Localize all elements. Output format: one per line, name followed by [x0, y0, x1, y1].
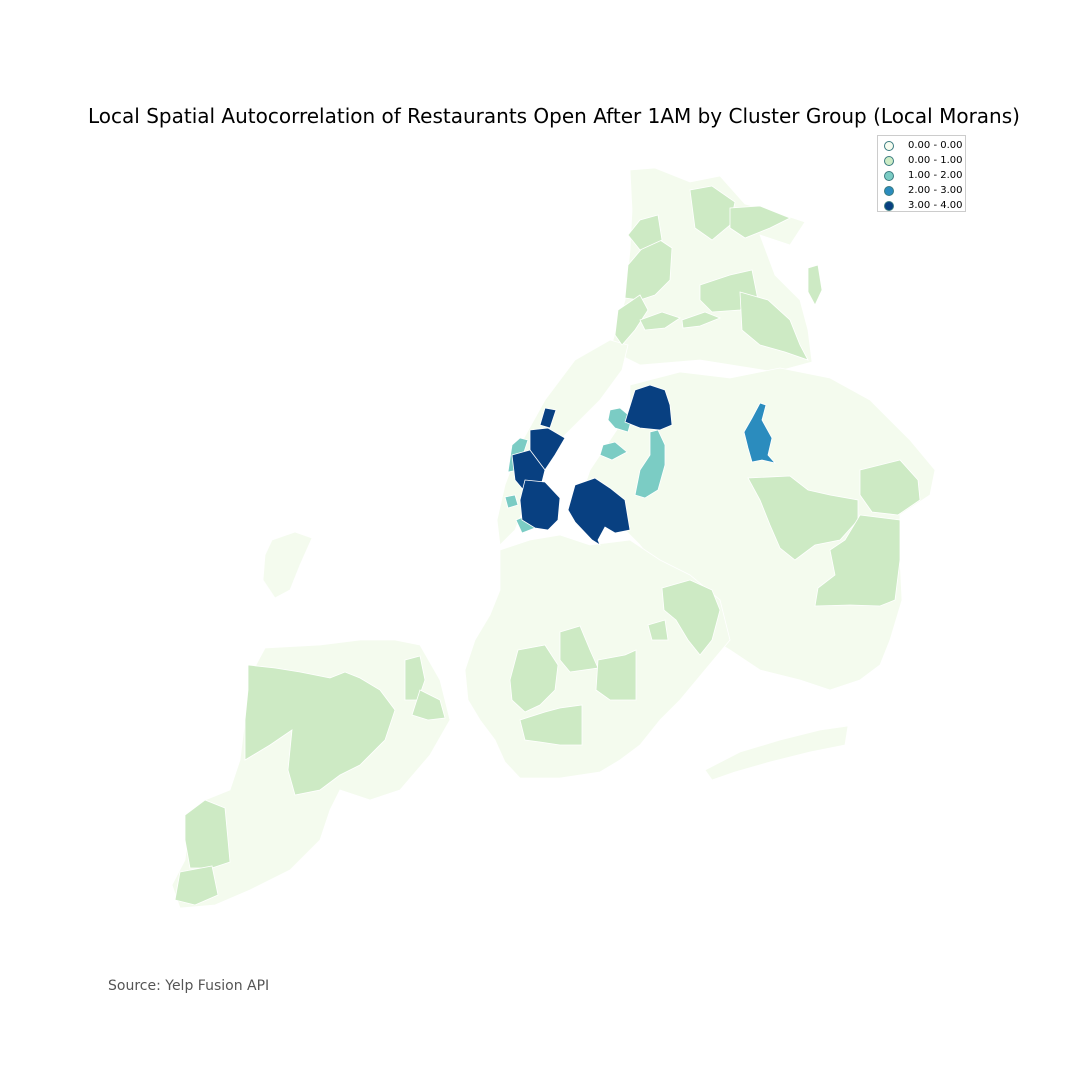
brooklyn-hotspot-area [567, 477, 631, 546]
bronx-hotspot-area [624, 384, 673, 431]
brooklyn-area-3 [595, 649, 637, 701]
map-legend: 0.00 - 0.00 0.00 - 1.00 1.00 - 2.00 2.00… [877, 135, 966, 212]
legend-swatch-icon [884, 200, 894, 211]
staten-area-east [411, 689, 446, 721]
class-1-areas [174, 185, 921, 906]
legend-label: 2.00 - 3.00 [908, 185, 963, 196]
map-title: Local Spatial Autocorrelation of Restaur… [88, 104, 1020, 128]
legend-item: 2.00 - 3.00 [884, 183, 965, 198]
midtown-strip-area [539, 407, 557, 429]
bronx-cluster-area [607, 407, 633, 433]
legend-item: 3.00 - 4.00 [884, 198, 965, 213]
flushing-area [743, 402, 777, 464]
legend-swatch-icon [884, 185, 894, 196]
legend-swatch-icon [884, 140, 894, 151]
bronx-area-sw [614, 294, 649, 346]
queens-area-1 [747, 475, 859, 561]
queens-area-2 [859, 459, 921, 516]
legend-swatch-icon [884, 155, 894, 166]
class-3-areas [743, 402, 777, 464]
legend-swatch-icon [884, 170, 894, 181]
source-note: Source: Yelp Fusion API [108, 978, 270, 994]
queens-area-4 [661, 579, 721, 656]
staten-area-north [244, 664, 396, 796]
legend-label: 0.00 - 0.00 [908, 140, 963, 151]
class-4-areas [511, 384, 673, 546]
staten-area-south [184, 799, 231, 869]
downtown-area [519, 479, 561, 531]
queens-area-5 [647, 619, 669, 641]
staten-area-ne [404, 655, 426, 701]
bronx-area-strip [627, 214, 663, 251]
legend-label: 3.00 - 4.00 [908, 200, 963, 211]
legend-label: 0.00 - 1.00 [908, 155, 963, 166]
bronx-area-ne [729, 205, 791, 239]
staten-area-tip [174, 865, 219, 906]
bronx-area-mid [681, 311, 722, 329]
queens-cluster-area-2 [634, 429, 666, 499]
island-region [262, 531, 313, 599]
rockaway-region [704, 725, 849, 781]
legend-item: 0.00 - 0.00 [884, 138, 965, 153]
legend-item: 1.00 - 2.00 [884, 168, 965, 183]
bronx-area-central [639, 311, 681, 331]
brooklyn-area-1 [509, 644, 559, 713]
brooklyn-area-4 [519, 704, 583, 746]
queens-area-3 [814, 514, 901, 607]
bronx-area-throgs [807, 264, 823, 306]
legend-label: 1.00 - 2.00 [908, 170, 963, 181]
queens-cluster-area-1 [599, 441, 628, 461]
legend-item: 0.00 - 1.00 [884, 153, 965, 168]
bronx-area-se [739, 291, 809, 361]
manhattan-west-area [504, 494, 519, 509]
